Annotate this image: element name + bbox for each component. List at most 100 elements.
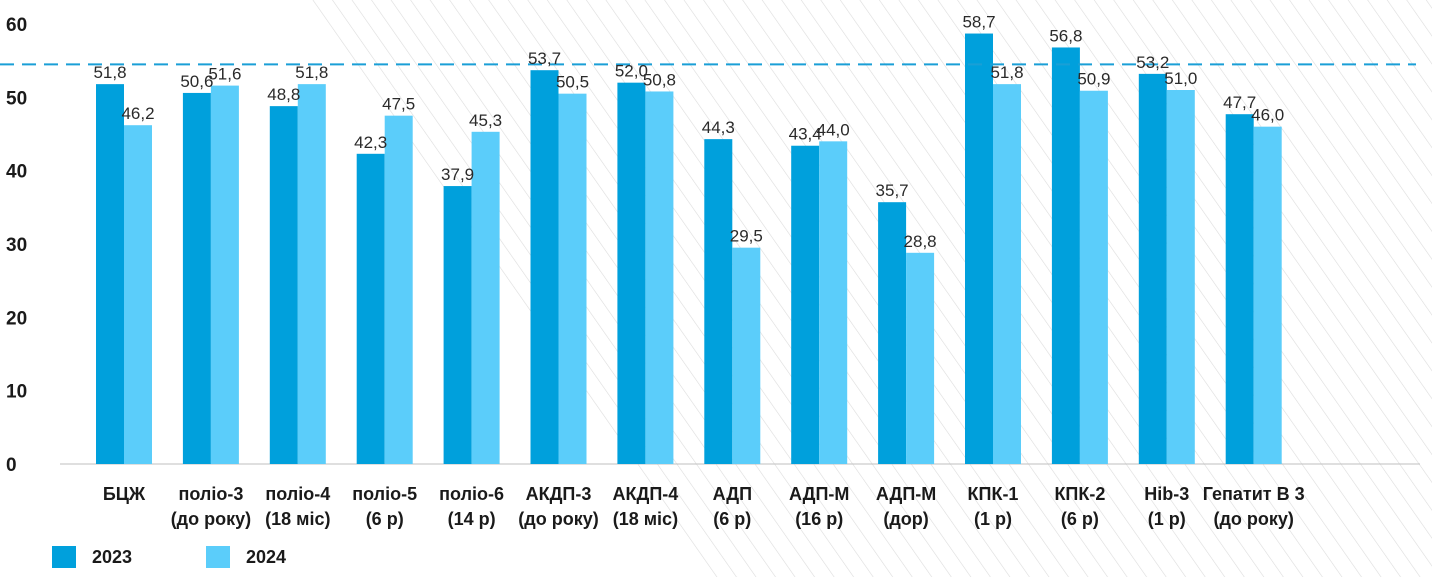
y-tick-label: 10	[6, 382, 27, 403]
data-label-2023: 37,9	[441, 165, 474, 184]
category-label: КПК-1	[968, 484, 1019, 504]
bar-2023	[530, 70, 559, 464]
bar-2024	[993, 84, 1021, 464]
category-label: (до року)	[1213, 509, 1293, 529]
category-label: (18 міс)	[613, 509, 678, 529]
category-label: (до року)	[171, 509, 251, 529]
category-label: Hib-3	[1144, 484, 1189, 504]
y-tick-label: 30	[6, 235, 27, 256]
bar-2023	[1225, 114, 1254, 464]
bar-2024	[1166, 90, 1195, 464]
bar-2024	[906, 252, 935, 464]
data-label-2023: 50,6	[180, 72, 213, 91]
y-tick-label: 40	[6, 162, 27, 183]
bar-2024	[819, 141, 848, 465]
bar-2024	[471, 131, 500, 465]
legend-swatch-2024	[206, 546, 230, 568]
bar-2023	[791, 145, 820, 464]
category-label: Гепатит В 3	[1203, 484, 1305, 504]
data-label-2024: 47,5	[382, 95, 415, 114]
category-label: БЦЖ	[103, 484, 146, 504]
data-label-2024: 46,0	[1251, 106, 1284, 125]
data-label-2024: 50,9	[1077, 70, 1110, 89]
y-tick-label: 0	[6, 455, 17, 476]
data-label-2024: 46,2	[121, 104, 154, 123]
bar-2024	[645, 91, 674, 464]
category-label: АДП	[713, 484, 752, 504]
data-label-2023: 44,3	[702, 118, 735, 137]
category-label: (до року)	[518, 509, 598, 529]
category-label: (6 р)	[366, 509, 404, 529]
data-label-2023: 35,7	[876, 181, 909, 200]
category-label: (6 р)	[1061, 509, 1099, 529]
category-label: АДП-М	[789, 484, 849, 504]
data-label-2024: 51,6	[208, 65, 241, 84]
bar-2024	[210, 85, 239, 464]
bar-2023	[878, 202, 907, 464]
category-label: поліо-3	[178, 484, 243, 504]
data-label-2023: 51,8	[93, 63, 126, 82]
category-label: поліо-4	[265, 484, 330, 504]
bar-2023	[1051, 47, 1080, 464]
legend-label-2024: 2024	[246, 546, 287, 567]
data-label-2024: 28,8	[904, 232, 937, 251]
data-label-2024: 51,0	[1164, 69, 1197, 88]
bar-2024	[124, 125, 152, 464]
bar-2023	[1138, 73, 1167, 464]
category-label: КПК-2	[1054, 484, 1105, 504]
data-label-2023: 48,8	[267, 85, 300, 104]
category-label: поліо-6	[439, 484, 504, 504]
bar-2024	[558, 93, 587, 465]
data-label-2024: 51,8	[295, 63, 328, 82]
bar-2023	[965, 33, 993, 465]
category-labels: БЦЖ поліо-3 (до року) поліо-4 (18 міс) поліо-…	[103, 484, 1305, 529]
bar-2023	[443, 186, 472, 465]
category-label: (1 р)	[1148, 509, 1186, 529]
bar-2023	[704, 139, 733, 464]
data-label-2024: 44,0	[817, 120, 850, 139]
data-label-2023: 47,7	[1223, 93, 1256, 112]
category-label: поліо-5	[352, 484, 417, 504]
category-label: (дор)	[883, 509, 928, 529]
data-label-2024: 51,8	[990, 63, 1023, 82]
bar-2024	[297, 84, 326, 464]
data-label-2024: 45,3	[469, 111, 502, 130]
bar-2023	[617, 82, 646, 465]
category-label: АДП-М	[876, 484, 936, 504]
category-label: АКДП-4	[613, 484, 679, 504]
data-label-2023: 53,2	[1136, 53, 1169, 72]
bar-2024	[384, 115, 413, 465]
data-label-2023: 52,0	[615, 62, 648, 81]
category-label: (16 р)	[795, 509, 843, 529]
data-label-2024: 50,5	[556, 73, 589, 92]
bar-2023	[269, 106, 298, 464]
y-tick-label: 60	[6, 15, 27, 36]
legend-item-2023: 2023	[52, 546, 132, 568]
legend-item-2024: 2024	[206, 546, 286, 568]
bar-2023	[96, 84, 124, 464]
bars	[96, 33, 1282, 465]
bar-2023	[356, 153, 385, 465]
bar-2023	[182, 92, 211, 464]
category-label: (6 р)	[713, 509, 751, 529]
data-labels: 51,8 50,6 48,8 42,3 37,9 53,7 52,0 44,3 43,4 35,7…	[93, 13, 1284, 251]
y-axis-ticks: 0 10 20 30 40 50 60	[6, 15, 27, 476]
bar-2024	[1079, 90, 1108, 464]
legend-swatch-2023	[52, 546, 76, 568]
bar-2024	[732, 247, 761, 464]
data-label-2024: 50,8	[643, 70, 676, 89]
category-label: (1 р)	[974, 509, 1012, 529]
data-label-2023: 56,8	[1049, 26, 1082, 45]
category-label: (14 р)	[448, 509, 496, 529]
y-tick-label: 50	[6, 88, 27, 109]
data-label-2023: 42,3	[354, 133, 387, 152]
bar-2024	[1253, 126, 1282, 465]
y-tick-label: 20	[6, 308, 27, 329]
category-label: (18 міс)	[265, 509, 330, 529]
data-label-2023: 43,4	[789, 125, 822, 144]
data-label-2023: 58,7	[962, 13, 995, 32]
legend-label-2023: 2023	[92, 546, 133, 567]
category-label: АКДП-3	[526, 484, 592, 504]
data-label-2024: 29,5	[730, 227, 763, 246]
